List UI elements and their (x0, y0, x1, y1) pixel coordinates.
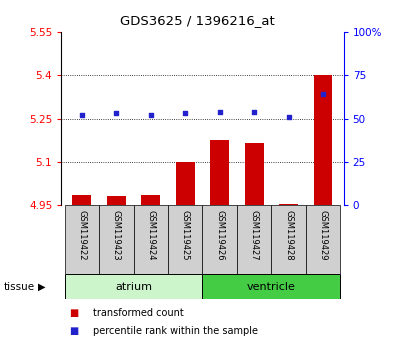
Bar (237, 205, 271, 274)
Bar (202, 205, 237, 274)
Bar (202, 274, 340, 299)
Text: ■: ■ (69, 326, 78, 336)
Bar (306, 205, 340, 274)
Bar (245, 143, 263, 205)
Bar (210, 140, 229, 205)
Point (148, 112, 154, 118)
Text: GSM119426: GSM119426 (215, 210, 224, 261)
Point (285, 114, 292, 120)
Text: transformed count: transformed count (93, 308, 184, 318)
Bar (176, 162, 195, 205)
Text: GSM119429: GSM119429 (318, 210, 327, 261)
Bar (72, 195, 91, 205)
Text: GSM119428: GSM119428 (284, 210, 293, 261)
Text: GSM119424: GSM119424 (146, 210, 155, 261)
Bar (134, 205, 168, 274)
Bar (107, 196, 126, 205)
Text: GSM119425: GSM119425 (181, 210, 190, 261)
Bar (141, 195, 160, 205)
Bar (65, 274, 202, 299)
Text: tissue: tissue (4, 282, 35, 292)
Point (251, 109, 257, 114)
Point (113, 110, 120, 116)
Text: ventricle: ventricle (247, 282, 296, 292)
Text: GSM119423: GSM119423 (112, 210, 121, 261)
Point (182, 110, 188, 116)
Bar (65, 205, 99, 274)
Bar (314, 75, 333, 205)
Text: GDS3625 / 1396216_at: GDS3625 / 1396216_at (120, 14, 275, 27)
Point (79, 112, 85, 118)
Text: GSM119427: GSM119427 (250, 210, 259, 261)
Point (320, 91, 326, 97)
Text: ■: ■ (69, 308, 78, 318)
Bar (99, 205, 134, 274)
Text: ▶: ▶ (38, 282, 45, 292)
Text: GSM119422: GSM119422 (77, 210, 87, 261)
Text: percentile rank within the sample: percentile rank within the sample (93, 326, 258, 336)
Point (216, 109, 223, 114)
Bar (168, 205, 202, 274)
Text: atrium: atrium (115, 282, 152, 292)
Bar (271, 205, 306, 274)
